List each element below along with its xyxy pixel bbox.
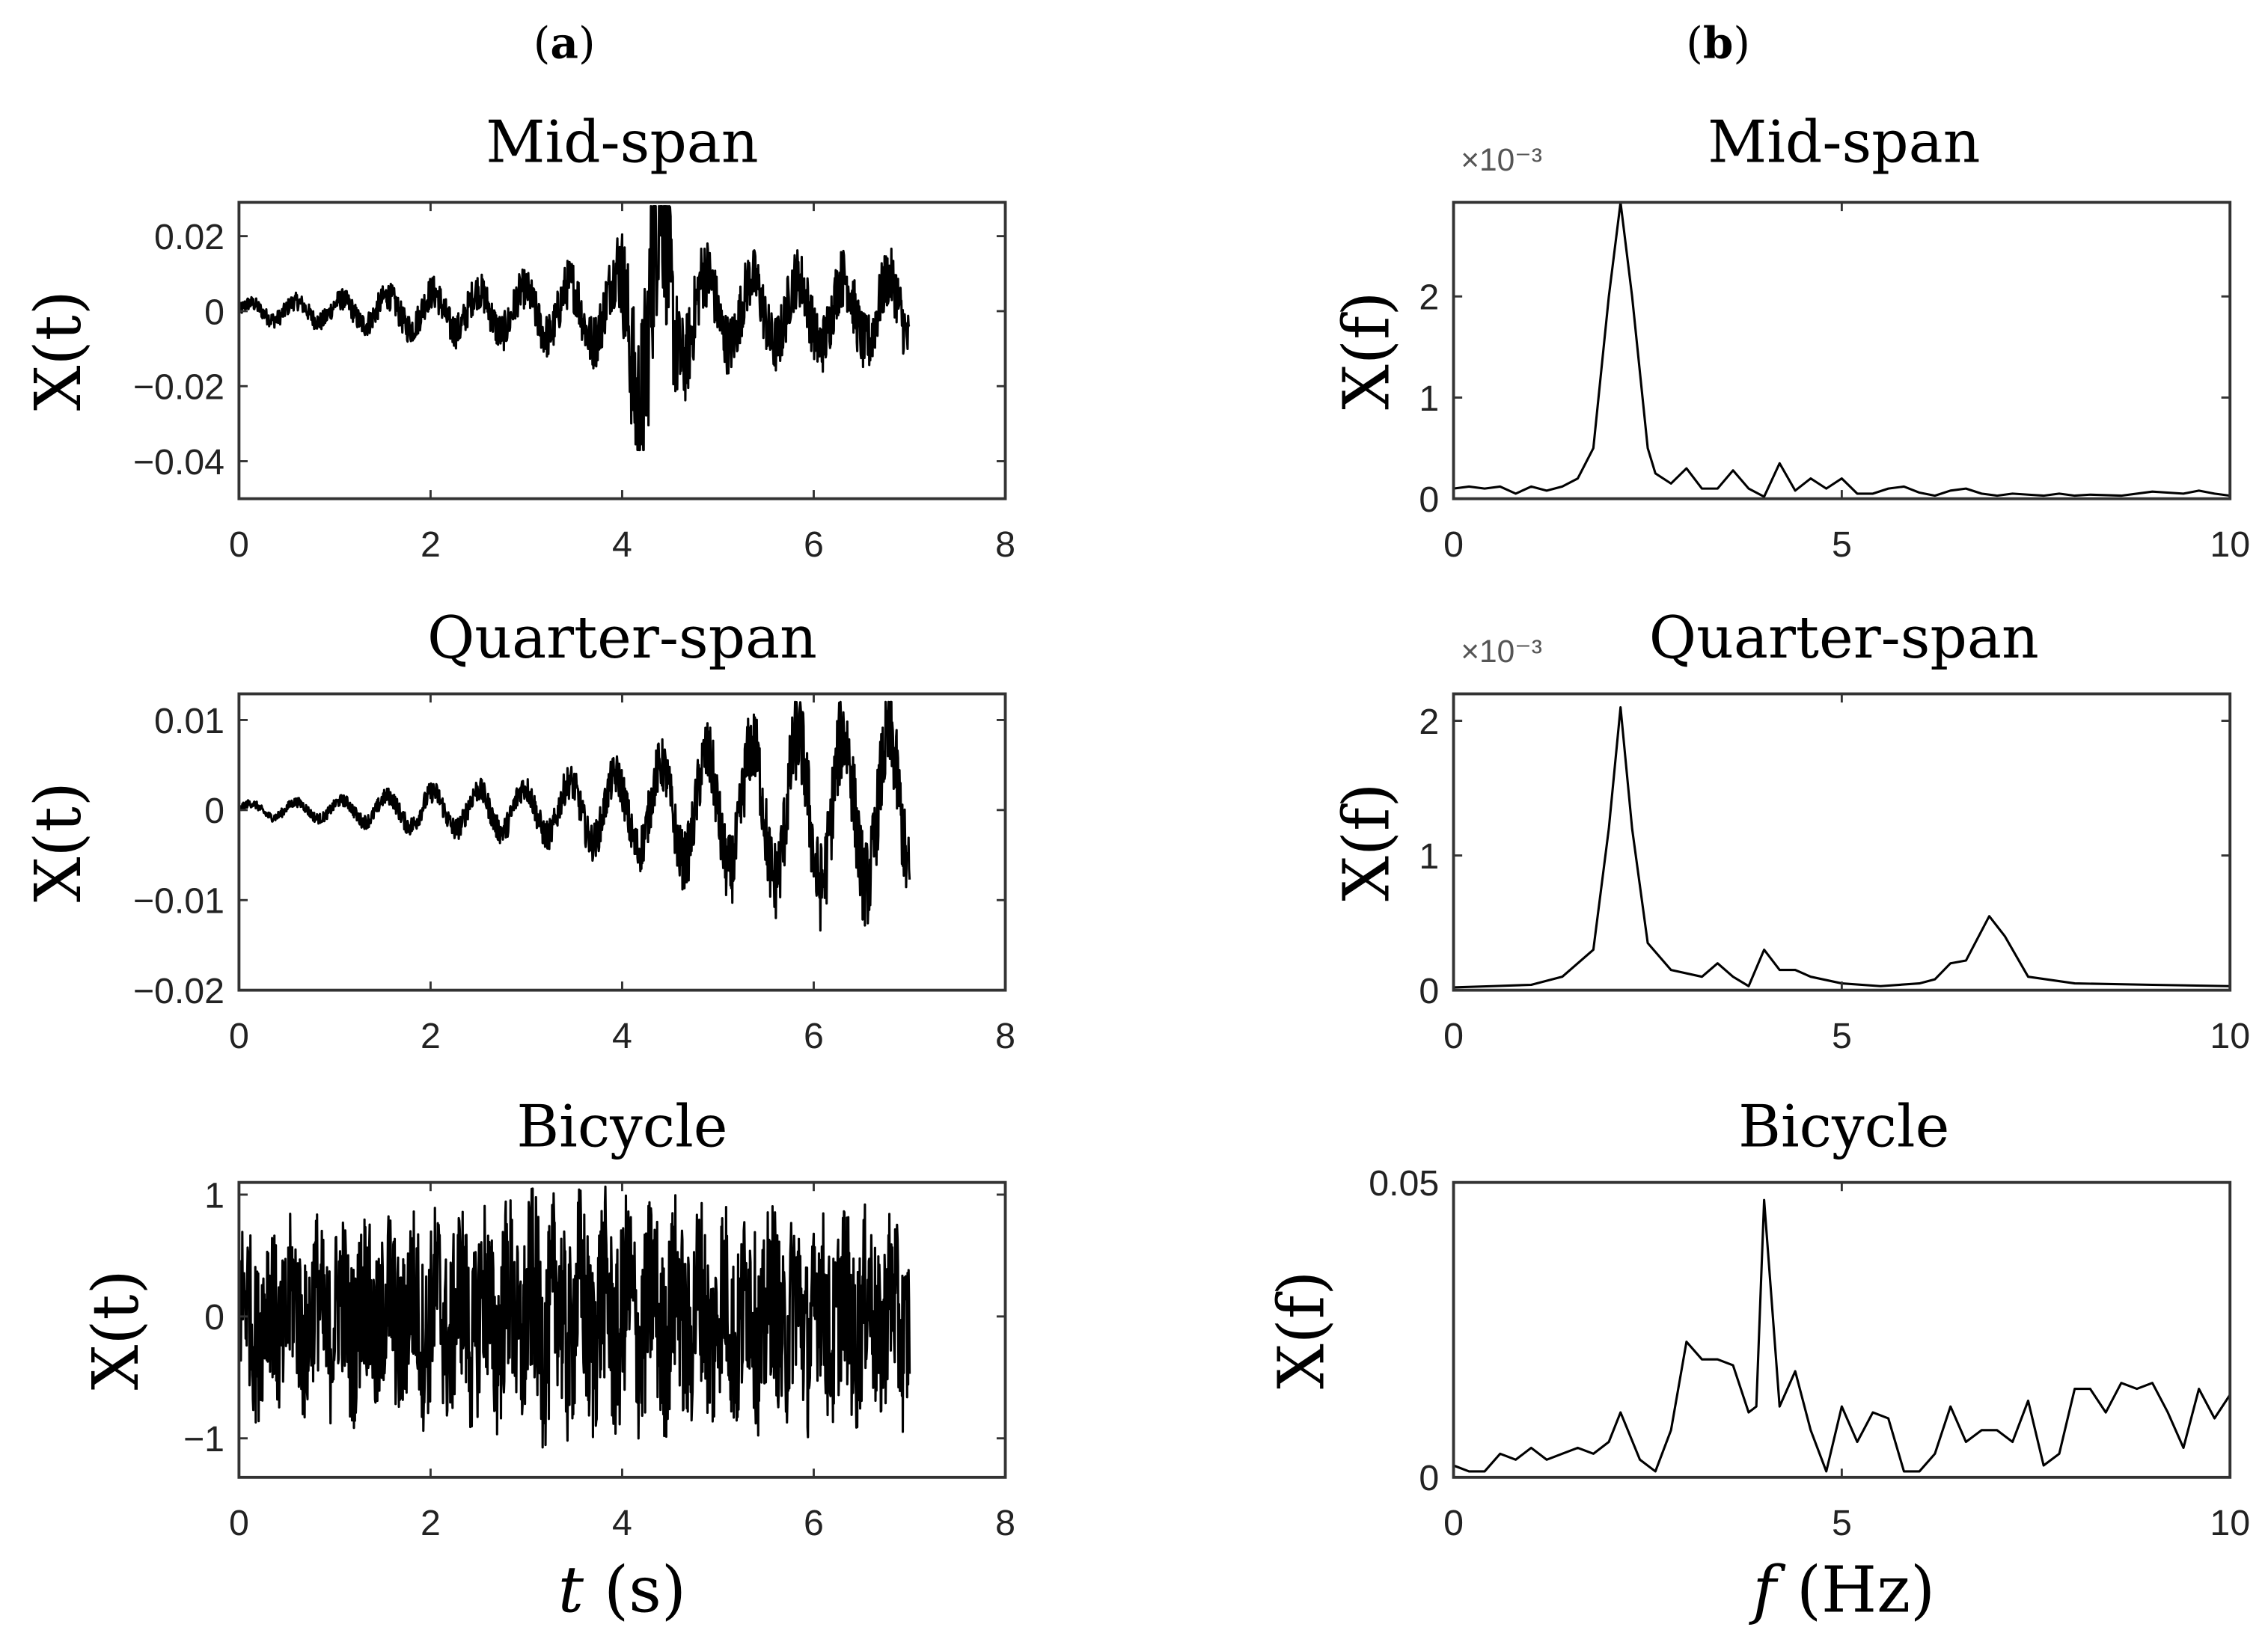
spectrum-bicycle-x-tick-label: 5	[1832, 1503, 1852, 1543]
time-x-axis-label: t (s)	[558, 1554, 686, 1628]
spectrum-bicycle-y-tick-label: 0.05	[1369, 1163, 1439, 1204]
spectrum-bicycle-panel: Bicycle X(f) 0 5 10 0.05 0	[1265, 1093, 2250, 1543]
time-mid-span-x-tick-label: 4	[612, 524, 632, 565]
spectrum-quarter-span-title: Quarter-span	[1649, 604, 2039, 672]
time-mid-span-y-tick-label: 0.02	[154, 217, 224, 257]
spectrum-quarter-span-y-label: X(f)	[1330, 782, 1404, 901]
time-mid-span-x-tick-label: 0	[229, 524, 249, 565]
spectrum-quarter-span-series-line	[1453, 705, 2231, 989]
time-quarter-span-x-tick-label: 2	[421, 1016, 441, 1056]
panel-label-a: (a)	[534, 17, 596, 68]
spectrum-mid-span-x-tick-label: 0	[1443, 524, 1464, 565]
spectrum-mid-span-series-line	[1453, 200, 2231, 498]
time-bicycle-y-label: X(t)	[79, 1269, 153, 1390]
spectrum-quarter-span-y-multiplier: ×10⁻³	[1461, 634, 1542, 670]
spectrum-quarter-span-x-tick-label: 10	[2210, 1016, 2250, 1056]
freq-x-axis-label: f (Hz)	[1748, 1554, 1935, 1628]
time-mid-span-y-tick-label: 0	[204, 292, 224, 332]
time-bicycle-y-tick-label: 1	[204, 1175, 224, 1216]
time-bicycle-x-tick-label: 0	[229, 1503, 249, 1543]
time-bicycle-y-tick-label: −1	[183, 1419, 224, 1459]
time-quarter-span-y-tick-label: 0.01	[154, 701, 224, 741]
spectrum-mid-span-y-label: X(f)	[1330, 291, 1404, 409]
time-quarter-span-y-label: X(t)	[22, 782, 96, 902]
time-mid-span-x-tick-label: 6	[804, 524, 824, 565]
time-bicycle-x-tick-label: 2	[421, 1503, 441, 1543]
time-mid-span-y-label: X(t)	[22, 290, 96, 411]
spectrum-bicycle-axes-box	[1452, 1180, 2232, 1479]
spectrum-bicycle-x-tick-label: 10	[2210, 1503, 2250, 1543]
spectrum-bicycle-series-line	[1452, 1198, 2231, 1473]
time-mid-span-series-line	[237, 205, 911, 452]
spectrum-quarter-span-x-tick-label: 0	[1443, 1016, 1464, 1056]
time-quarter-span-x-tick-label: 4	[612, 1016, 632, 1056]
time-quarter-span-x-tick-label: 0	[229, 1016, 249, 1056]
time-mid-span-title: Mid-span	[486, 108, 758, 176]
time-quarter-span-x-tick-label: 6	[804, 1016, 824, 1056]
time-mid-span-x-tick-label: 8	[995, 524, 1015, 565]
spectrum-mid-span-y-multiplier: ×10⁻³	[1461, 143, 1542, 178]
spectrum-quarter-span-y-tick-label: 2	[1419, 702, 1439, 742]
spectrum-mid-span-y-tick-label: 0	[1419, 480, 1439, 520]
time-quarter-span-panel: Quarter-span X(t) 0 2 4 6 8 0.01 0 −0.01 −0.02	[22, 604, 1015, 1056]
time-bicycle-y-tick-label: 0	[204, 1297, 224, 1338]
spectrum-quarter-span-axes-box	[1452, 692, 2232, 992]
time-bicycle-x-tick-label: 8	[995, 1503, 1015, 1543]
panel-label-b: (b)	[1686, 17, 1750, 68]
spectrum-bicycle-title: Bicycle	[1738, 1093, 1949, 1160]
time-mid-span-x-tick-label: 2	[421, 524, 441, 565]
spectrum-quarter-span-y-tick-label: 1	[1419, 836, 1439, 877]
time-bicycle-title: Bicycle	[516, 1093, 727, 1160]
spectrum-mid-span-x-tick-label: 5	[1832, 524, 1852, 565]
time-bicycle-x-tick-label: 4	[612, 1503, 632, 1543]
time-bicycle-x-tick-label: 6	[804, 1503, 824, 1543]
time-quarter-span-y-tick-label: −0.01	[133, 881, 224, 922]
spectrum-quarter-span-y-tick-label: 0	[1419, 971, 1439, 1011]
spectrum-mid-span-x-tick-label: 10	[2210, 524, 2250, 565]
time-quarter-span-title: Quarter-span	[427, 604, 817, 672]
time-mid-span-y-tick-label: −0.04	[133, 442, 224, 483]
spectrum-mid-span-axes-box	[1452, 200, 2232, 500]
spectrum-bicycle-y-tick-label: 0	[1419, 1458, 1439, 1498]
time-quarter-span-series-line	[237, 700, 911, 932]
spectrum-bicycle-x-tick-label: 0	[1443, 1503, 1464, 1543]
time-mid-span-y-tick-label: −0.02	[133, 367, 224, 408]
time-mid-span-panel: Mid-span X(t) 0 2 4 6 8 0.02 0 −0.02 −0.04	[22, 108, 1015, 565]
spectrum-bicycle-y-label: X(f)	[1265, 1271, 1339, 1389]
time-quarter-span-y-tick-label: 0	[204, 791, 224, 831]
spectrum-mid-span-y-tick-label: 1	[1419, 379, 1439, 419]
time-bicycle-series-line	[237, 1185, 911, 1449]
time-quarter-span-y-tick-label: −0.02	[133, 971, 224, 1011]
spectrum-quarter-span-x-tick-label: 5	[1832, 1016, 1852, 1056]
spectrum-mid-span-y-tick-label: 2	[1419, 278, 1439, 318]
time-quarter-span-x-tick-label: 8	[995, 1016, 1015, 1056]
spectrum-mid-span-title: Mid-span	[1708, 108, 1980, 176]
